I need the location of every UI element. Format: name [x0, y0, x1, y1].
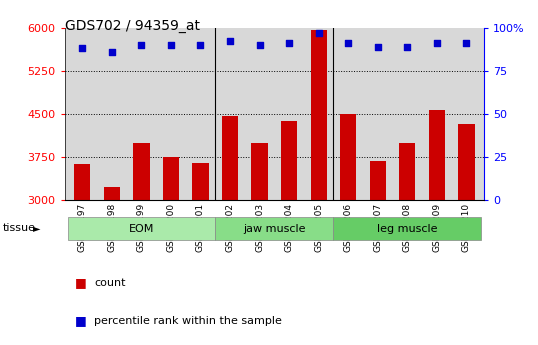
Text: GDS702 / 94359_at: GDS702 / 94359_at: [65, 19, 200, 33]
Bar: [310, 30, 327, 200]
Bar: [334, 217, 482, 240]
Text: leg muscle: leg muscle: [377, 224, 437, 234]
Bar: [222, 116, 238, 200]
Bar: [104, 187, 120, 200]
Text: percentile rank within the sample: percentile rank within the sample: [94, 316, 282, 326]
Bar: [251, 142, 268, 200]
Point: [314, 30, 323, 36]
Point: [344, 40, 352, 46]
Point: [285, 40, 293, 46]
Bar: [281, 121, 298, 200]
Text: EOM: EOM: [129, 224, 154, 234]
Text: jaw muscle: jaw muscle: [243, 224, 306, 234]
Bar: [163, 157, 179, 200]
Bar: [215, 217, 334, 240]
Point: [196, 42, 205, 48]
Point: [256, 42, 264, 48]
Bar: [429, 110, 445, 200]
Bar: [133, 142, 150, 200]
Text: ►: ►: [33, 224, 41, 233]
Point: [373, 44, 382, 49]
Bar: [193, 163, 209, 200]
Point: [137, 42, 146, 48]
Point: [433, 40, 441, 46]
Point: [226, 39, 235, 44]
Bar: [67, 217, 215, 240]
Bar: [74, 165, 90, 200]
Point: [108, 49, 116, 55]
Text: count: count: [94, 278, 126, 288]
Text: ■: ■: [75, 276, 87, 289]
Bar: [458, 124, 475, 200]
Point: [462, 40, 471, 46]
Text: tissue: tissue: [3, 224, 36, 233]
Bar: [370, 161, 386, 200]
Bar: [399, 142, 415, 200]
Point: [403, 44, 412, 49]
Bar: [340, 114, 356, 200]
Point: [78, 46, 87, 51]
Point: [167, 42, 175, 48]
Text: ■: ■: [75, 314, 87, 327]
